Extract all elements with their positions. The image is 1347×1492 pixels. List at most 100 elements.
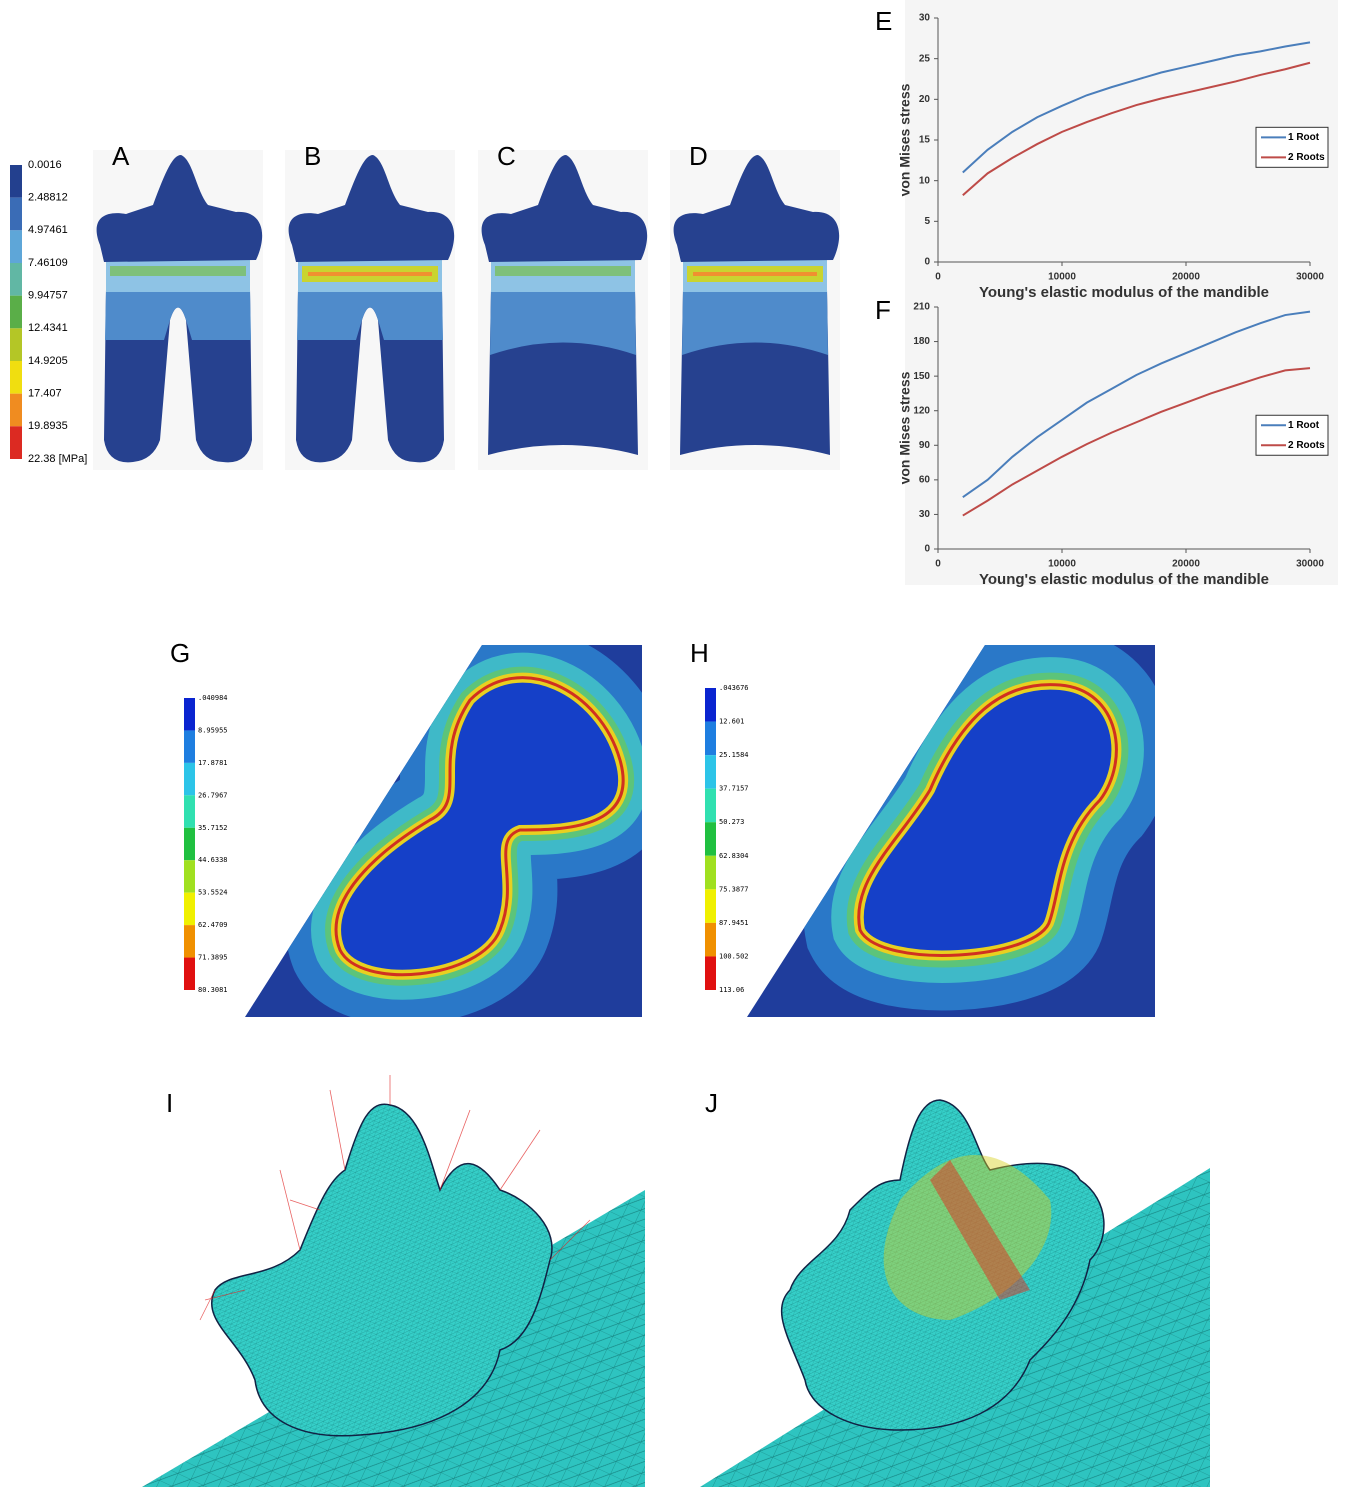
color-bar [184, 925, 195, 958]
color-bar [10, 263, 22, 296]
scale-label: 71.3895 [198, 954, 228, 962]
scale-label: 12.4341 [28, 322, 68, 334]
legend-box [1255, 126, 1329, 168]
x-axis-title: Young's elastic modulus of the mandible [979, 571, 1269, 588]
color-bar [705, 822, 716, 856]
scale-label: 2.48812 [28, 192, 68, 204]
y-tick-label: 15 [919, 135, 931, 146]
y-tick-label: 90 [919, 440, 931, 451]
x-tick-label: 0 [935, 272, 941, 283]
series-line [962, 41, 1311, 174]
scale-label: 14.9205 [28, 355, 68, 367]
legend-box [1255, 414, 1329, 456]
y-tick-label: 5 [924, 216, 930, 227]
panel-label: J [705, 1088, 718, 1118]
y-tick-label: 25 [919, 53, 931, 64]
scale-label: 12.601 [719, 718, 744, 726]
scale-label: 4.97461 [28, 224, 68, 236]
neck-stress [495, 266, 631, 276]
scale-label: 53.5524 [198, 889, 228, 897]
series-line [962, 310, 1311, 498]
root-zone [490, 290, 636, 355]
color-bar [184, 860, 195, 893]
x-tick-label: 10000 [1048, 559, 1076, 570]
color-bar [10, 295, 22, 329]
panel-label: E [875, 6, 892, 36]
scale-label: 75.3877 [719, 885, 749, 893]
color-bar [705, 788, 716, 823]
scale-label: 25.1584 [719, 751, 749, 759]
color-bar [705, 721, 716, 756]
mesh-image [142, 1075, 1210, 1487]
y-tick-label: 0 [924, 544, 930, 555]
fea-image [245, 645, 642, 1017]
series-line [962, 367, 1311, 517]
scale-label: 62.4709 [198, 921, 228, 929]
legend-label: 2 Roots [1288, 440, 1325, 451]
color-bar [184, 892, 195, 926]
root-zone [297, 290, 443, 340]
panel-label: D [689, 141, 708, 171]
scale-label: 50.273 [719, 818, 744, 826]
crown [673, 155, 840, 262]
color-bar [184, 698, 195, 731]
y-tick-label: 120 [913, 405, 930, 416]
y-tick-label: 0 [924, 257, 930, 268]
x-tick-label: 0 [935, 559, 941, 570]
color-bar [10, 393, 22, 427]
scale-label: 44.6338 [198, 856, 228, 864]
legend-label: 1 Root [1288, 132, 1320, 143]
color-bar [10, 426, 22, 459]
y-axis-title: von Mises stress [897, 371, 913, 484]
scale-label: 8.95955 [198, 726, 228, 734]
root-zone [682, 290, 828, 355]
legend-label: 1 Root [1288, 420, 1320, 431]
neck-stress [110, 266, 246, 276]
color-bar [10, 361, 22, 394]
scale-label: 113.06 [719, 986, 744, 994]
panel-label: G [170, 638, 190, 668]
x-tick-label: 10000 [1048, 272, 1076, 283]
y-tick-label: 10 [919, 175, 931, 186]
x-tick-label: 30000 [1296, 559, 1324, 570]
y-tick-label: 210 [913, 302, 930, 313]
panel-label: C [497, 141, 516, 171]
y-tick-label: 20 [919, 94, 931, 105]
scale-label: .043676 [719, 684, 749, 692]
y-tick-label: 150 [913, 371, 930, 382]
color-bar [10, 230, 22, 263]
panel-label: H [690, 638, 709, 668]
scale-label: 80.3081 [198, 986, 228, 994]
root-zone [105, 290, 251, 340]
color-bar [705, 889, 716, 923]
panel-label: I [166, 1088, 173, 1118]
scale-label: 35.7152 [198, 824, 228, 832]
scale-label: 9.94757 [28, 290, 68, 302]
color-bar [184, 762, 195, 796]
scale-label: 0.0016 [28, 159, 62, 171]
x-tick-label: 30000 [1296, 272, 1324, 283]
fea-image [747, 645, 1155, 1017]
y-tick-label: 30 [919, 13, 931, 24]
scale-label: 17.407 [28, 388, 62, 400]
x-tick-label: 20000 [1172, 272, 1200, 283]
scale-label: 7.46109 [28, 257, 68, 269]
color-bar [705, 755, 716, 789]
scale-label: 100.502 [719, 952, 749, 960]
color-bar [705, 922, 716, 957]
color-bar [10, 197, 22, 231]
panel-label: B [304, 141, 321, 171]
legend-label: 2 Roots [1288, 152, 1325, 163]
scale-label: 22.38 [MPa] [28, 453, 87, 465]
scale-label: 87.9451 [719, 919, 749, 927]
y-tick-label: 180 [913, 336, 930, 347]
crown [96, 155, 263, 262]
color-bar [10, 328, 22, 361]
color-bar [705, 956, 716, 990]
series-line [962, 61, 1311, 197]
scale-label: 26.7967 [198, 791, 228, 799]
color-bar [10, 165, 22, 198]
y-tick-label: 60 [919, 474, 931, 485]
panel-label: A [112, 141, 130, 171]
